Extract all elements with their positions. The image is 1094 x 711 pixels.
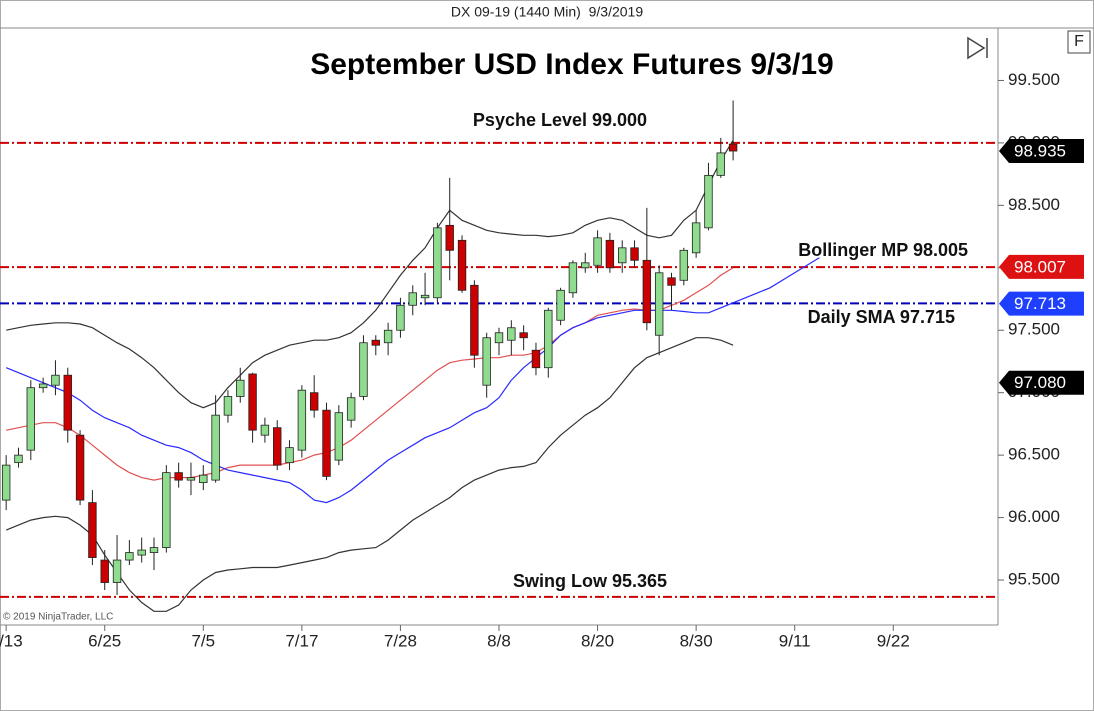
candle-body	[494, 332, 504, 344]
candle-body	[322, 409, 331, 477]
price-tag	[999, 254, 1084, 279]
candle-body	[334, 412, 344, 461]
x-tick-label: 6/25	[88, 631, 121, 650]
candle-body	[260, 424, 270, 436]
x-tick-label: 8/30	[680, 631, 713, 650]
f-button[interactable]: F	[1067, 30, 1091, 54]
candle-body	[125, 552, 134, 561]
candle-body	[605, 239, 615, 269]
candle-body	[162, 472, 171, 548]
candle-body	[248, 373, 257, 431]
candle-body	[38, 383, 48, 389]
chart-title: September USD Index Futures 9/3/19	[310, 48, 834, 81]
copyright: © 2019 NinjaTrader, LLC	[3, 612, 113, 623]
candle-body	[297, 389, 307, 451]
level-label: Bollinger MP 98.005	[798, 240, 968, 260]
x-tick-label: 7/17	[285, 631, 318, 650]
candle-body	[112, 559, 122, 583]
y-tick-label: 96.500	[1008, 445, 1060, 464]
candle-body	[667, 277, 676, 286]
candle-body	[63, 374, 72, 431]
indicator-line	[6, 267, 734, 481]
candle-body	[273, 427, 282, 466]
y-tick-label: 99.500	[1008, 70, 1060, 89]
candle-body	[581, 262, 590, 269]
candle-body	[236, 379, 245, 397]
y-tick-label: 97.500	[1008, 320, 1060, 339]
price-tag-label: 98.935	[1014, 142, 1066, 161]
level-label: Swing Low 95.365	[513, 571, 667, 591]
candle-body	[728, 143, 738, 152]
candle-body	[383, 329, 393, 344]
candle-body	[149, 547, 159, 553]
candle-body	[396, 304, 405, 331]
nav-icon[interactable]	[967, 36, 988, 60]
candle-body	[618, 247, 627, 264]
candle-body	[593, 237, 602, 266]
candle-body	[137, 549, 146, 556]
price-tag-label: 98.007	[1014, 257, 1066, 276]
candle-body	[691, 222, 701, 254]
candle-body	[507, 327, 516, 341]
candle-body	[679, 249, 689, 281]
candle-body	[211, 414, 220, 481]
candle-body	[531, 349, 541, 369]
price-tag-label: 97.713	[1014, 294, 1066, 313]
price-tag	[999, 291, 1084, 316]
x-tick-label: 7/5	[191, 631, 215, 650]
level-label: Daily SMA 97.715	[808, 307, 955, 327]
candle-body	[359, 342, 368, 397]
candle-body	[457, 239, 467, 291]
candle-body	[408, 292, 417, 306]
y-tick-label: 96.000	[1008, 507, 1060, 526]
price-tag-label: 97.080	[1014, 373, 1066, 392]
chart-header: DX 09-19 (1440 Min) 9/3/2019	[451, 4, 643, 20]
candle-body	[51, 374, 60, 386]
candle-body	[568, 262, 578, 294]
candle-body	[371, 339, 380, 346]
candle-body	[704, 174, 713, 229]
candle-body	[654, 272, 664, 336]
indicator-line	[6, 140, 734, 409]
y-tick-label: 95.500	[1008, 570, 1060, 589]
candle-body	[186, 477, 196, 481]
svg-text:F: F	[1074, 33, 1084, 50]
x-tick-label: 6/13	[0, 631, 23, 650]
candle-body	[420, 294, 430, 299]
candle-body	[223, 396, 233, 416]
candle-body	[199, 474, 208, 484]
candle-body	[75, 434, 85, 501]
x-tick-label: 8/8	[487, 631, 511, 650]
candle-body	[14, 454, 23, 464]
x-tick-label: 9/22	[877, 631, 910, 650]
indicator-line	[5, 257, 820, 504]
candle-body	[519, 332, 528, 339]
x-tick-label: 9/11	[779, 631, 811, 650]
candle-body	[309, 392, 319, 411]
candle-body	[26, 387, 36, 451]
candle-body	[433, 227, 442, 299]
candle-body	[482, 337, 491, 386]
candle-body	[445, 224, 454, 251]
candle-body	[1, 464, 11, 501]
candle-body	[100, 559, 109, 583]
candle-body	[174, 472, 183, 481]
price-tag	[999, 139, 1084, 164]
price-tag	[999, 370, 1084, 395]
candle-body	[642, 259, 652, 324]
indicator-line	[5, 337, 734, 612]
candle-body	[470, 284, 479, 356]
candle-body	[346, 397, 356, 421]
level-label: Psyche Level 99.000	[473, 110, 647, 130]
x-tick-label: 8/20	[581, 631, 614, 650]
x-tick-label: 7/28	[384, 631, 417, 650]
candle-body	[544, 309, 553, 369]
y-tick-label: 98.500	[1008, 195, 1060, 214]
candle-body	[716, 152, 725, 176]
candle-body	[556, 289, 565, 321]
candle-body	[88, 502, 97, 558]
candle-body	[285, 447, 294, 464]
candle-body	[630, 247, 639, 261]
